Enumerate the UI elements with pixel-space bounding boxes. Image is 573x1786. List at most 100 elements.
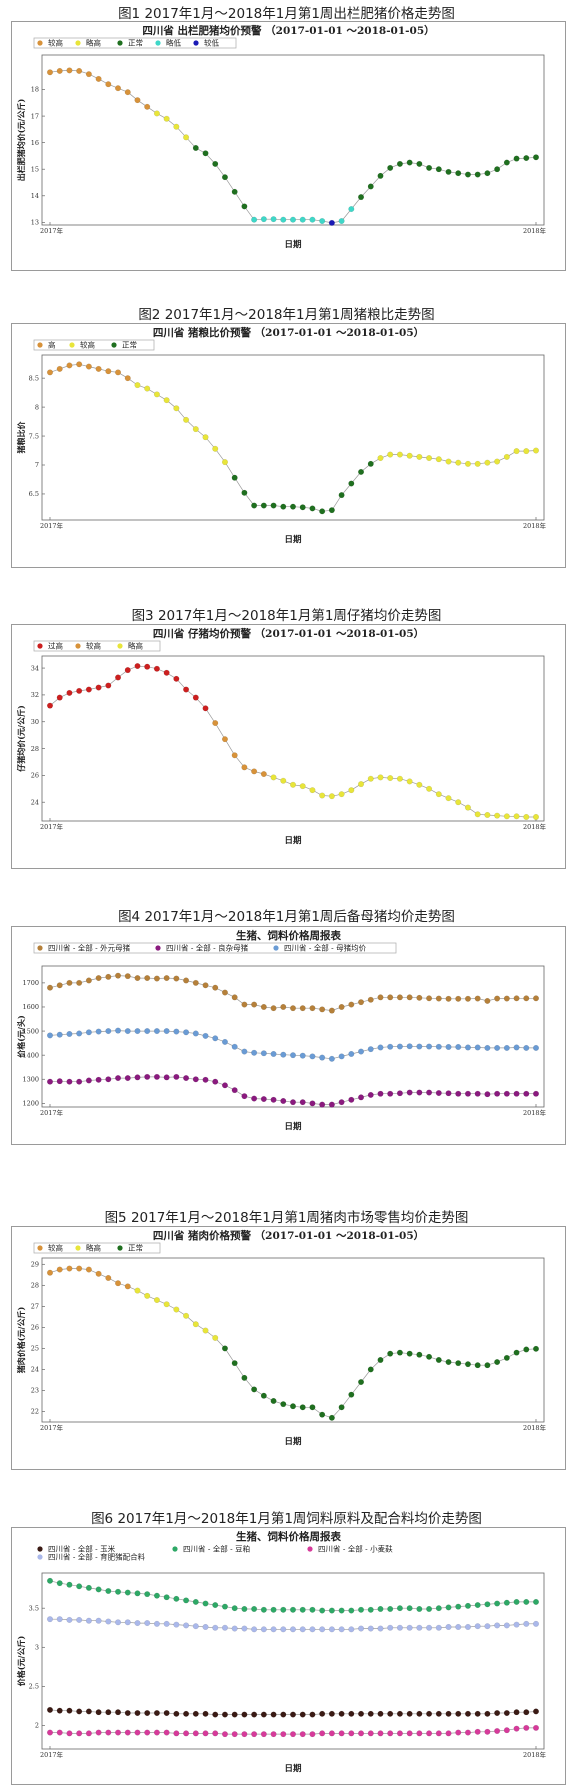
data-point bbox=[338, 1099, 345, 1106]
data-point bbox=[153, 1073, 160, 1080]
data-point bbox=[47, 1729, 53, 1736]
data-point bbox=[115, 369, 121, 376]
figure-6-panel: 生猪、饲料价格周报表 四川省 - 全部 - 玉米 四川省 - 全部 - 豆粕 四川省 … bbox=[11, 1527, 566, 1785]
figure-1-caption: 图1 2017年1月～2018年1月第1周出栏肥猪价格走势图 bbox=[118, 6, 455, 22]
y-tick-label: 34 bbox=[31, 664, 39, 672]
data-point bbox=[523, 814, 530, 820]
data-point bbox=[153, 665, 160, 672]
data-point bbox=[455, 1624, 462, 1630]
legend-label: 四川省 - 全部 - 育肥猪配合料 bbox=[48, 1552, 146, 1562]
data-point bbox=[183, 1312, 190, 1319]
data-point bbox=[338, 1710, 345, 1717]
y-tick-label: 25 bbox=[31, 1345, 39, 1353]
data-point bbox=[56, 1266, 63, 1273]
data-point bbox=[212, 445, 219, 452]
data-point bbox=[494, 1359, 501, 1366]
data-point bbox=[426, 1353, 433, 1360]
data-point bbox=[115, 972, 121, 979]
figure-2-caption: 图2 2017年1月～2018年1月第1周猪粮比走势图 bbox=[138, 307, 435, 323]
data-point bbox=[134, 663, 141, 670]
data-point bbox=[358, 1625, 364, 1632]
data-point bbox=[251, 1711, 258, 1718]
data-point bbox=[503, 453, 510, 460]
data-point bbox=[222, 736, 228, 743]
y-tick-label: 24 bbox=[31, 1366, 39, 1374]
data-point bbox=[251, 1001, 258, 1008]
data-point bbox=[513, 1598, 520, 1605]
y-tick-label: 28 bbox=[31, 1282, 39, 1290]
data-point bbox=[319, 1006, 326, 1013]
data-point bbox=[270, 1606, 277, 1613]
data-point bbox=[251, 1731, 258, 1738]
figure-3-panel: 四川省 仔猪均价预警 （2017-01-01 ～2018-01-05） 过高 较高 略… bbox=[11, 624, 566, 869]
data-point bbox=[56, 1078, 63, 1085]
data-point bbox=[85, 1708, 92, 1715]
data-point bbox=[270, 1096, 277, 1103]
y-tick-label: 7 bbox=[35, 461, 39, 469]
legend-marker bbox=[273, 945, 279, 951]
data-point bbox=[455, 459, 462, 466]
data-point bbox=[231, 994, 238, 1001]
y-tick-label: 30 bbox=[31, 718, 39, 726]
data-point bbox=[290, 503, 296, 510]
data-point bbox=[426, 1710, 433, 1717]
data-point bbox=[445, 1624, 452, 1630]
data-point bbox=[260, 1606, 267, 1613]
plot-frame bbox=[41, 354, 545, 521]
data-point bbox=[115, 1619, 121, 1626]
data-point bbox=[367, 183, 374, 190]
data-point bbox=[85, 1029, 92, 1036]
data-point bbox=[76, 1708, 83, 1715]
data-point bbox=[309, 1404, 316, 1411]
data-point bbox=[435, 1605, 442, 1612]
data-point bbox=[222, 1345, 228, 1352]
data-point bbox=[299, 1711, 306, 1718]
data-point bbox=[202, 434, 209, 441]
data-point bbox=[290, 1403, 296, 1410]
data-point bbox=[134, 1590, 141, 1597]
data-point bbox=[260, 216, 267, 223]
data-point bbox=[202, 1710, 209, 1717]
data-point bbox=[260, 1711, 267, 1718]
data-point bbox=[251, 1049, 258, 1056]
data-point bbox=[212, 1730, 219, 1737]
data-point bbox=[387, 1090, 394, 1097]
figure-3-chart: 四川省 仔猪均价预警 （2017-01-01 ～2018-01-05） 过高 较高 略… bbox=[16, 627, 546, 846]
data-point bbox=[416, 1089, 423, 1096]
data-point bbox=[270, 1398, 277, 1404]
data-point bbox=[163, 1594, 170, 1601]
data-point bbox=[66, 1031, 73, 1037]
data-point bbox=[406, 778, 413, 785]
y-tick-label: 1600 bbox=[22, 1003, 39, 1011]
data-point bbox=[503, 1599, 510, 1606]
data-point bbox=[280, 1004, 287, 1010]
data-point bbox=[163, 669, 170, 676]
data-point bbox=[474, 811, 481, 818]
data-point bbox=[426, 1730, 433, 1737]
data-point bbox=[95, 975, 102, 982]
data-point bbox=[484, 1362, 491, 1369]
data-point bbox=[503, 1710, 510, 1716]
legend-marker bbox=[37, 1554, 43, 1560]
legend-label: 较高 bbox=[48, 38, 63, 48]
data-point bbox=[192, 1076, 199, 1083]
data-point bbox=[76, 1030, 83, 1037]
data-point bbox=[105, 1709, 112, 1716]
legend-label: 较低 bbox=[204, 38, 219, 48]
data-point bbox=[212, 1035, 219, 1042]
data-point bbox=[260, 1392, 267, 1399]
data-point bbox=[105, 1028, 112, 1035]
data-point bbox=[494, 1600, 501, 1607]
y-tick-label: 28 bbox=[31, 745, 39, 753]
data-point bbox=[358, 1094, 364, 1101]
data-point bbox=[426, 995, 433, 1002]
data-point bbox=[348, 1710, 355, 1717]
data-point bbox=[319, 1710, 326, 1717]
data-point bbox=[56, 1707, 63, 1714]
data-point bbox=[222, 459, 228, 466]
data-point bbox=[241, 1731, 248, 1738]
data-point bbox=[299, 1005, 306, 1012]
data-point bbox=[76, 67, 83, 74]
data-point bbox=[124, 1729, 131, 1736]
data-point bbox=[396, 1349, 403, 1356]
